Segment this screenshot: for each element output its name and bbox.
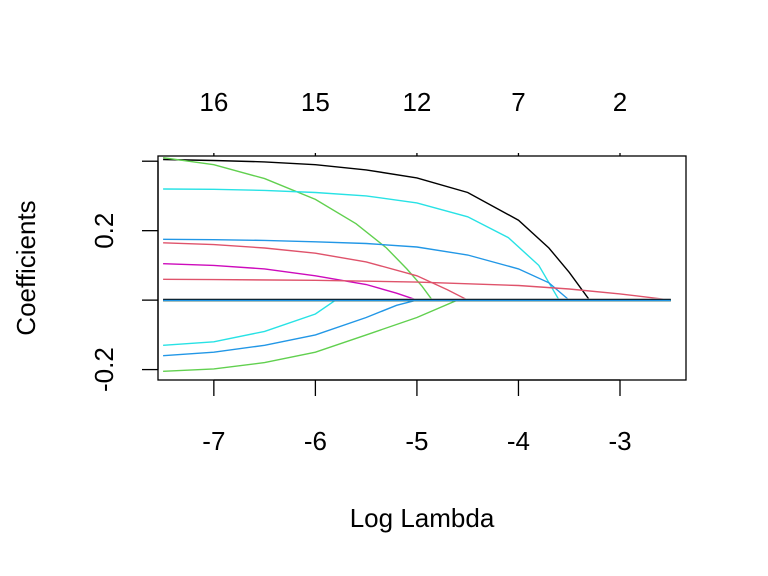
x-tick-label: -3 — [608, 426, 631, 456]
top-tick-label: 15 — [301, 87, 330, 117]
x-axis: -7 -6 -5 -4 -3 — [202, 379, 632, 456]
top-tick-label: 16 — [199, 87, 228, 117]
coefficient-path-3 — [163, 188, 671, 301]
y-tick-label: 0.2 — [89, 213, 119, 249]
x-tick-label: -7 — [202, 426, 225, 456]
coefficient-path-2 — [163, 157, 671, 301]
coefficient-path-9 — [163, 299, 671, 357]
coefficient-path-10 — [163, 299, 671, 372]
top-tick-label: 7 — [511, 87, 525, 117]
coefficient-path-8 — [163, 299, 671, 346]
x-tick-label: -4 — [507, 426, 530, 456]
top-tick-label: 2 — [613, 87, 627, 117]
y-tick-label: -0.2 — [89, 347, 119, 392]
top-axis: 16 15 12 7 2 — [199, 87, 627, 156]
x-tick-label: -5 — [405, 426, 428, 456]
coefficient-path-7 — [163, 278, 671, 301]
y-axis-label: Coefficients — [11, 200, 41, 335]
coefficient-path-1 — [163, 158, 671, 301]
y-axis: -0.2 0.2 — [89, 160, 159, 392]
series-layer — [163, 157, 671, 372]
x-tick-label: -6 — [304, 426, 327, 456]
top-tick-label: 12 — [402, 87, 431, 117]
coefficient-path-5 — [163, 242, 671, 301]
x-axis-label: Log Lambda — [350, 503, 495, 533]
